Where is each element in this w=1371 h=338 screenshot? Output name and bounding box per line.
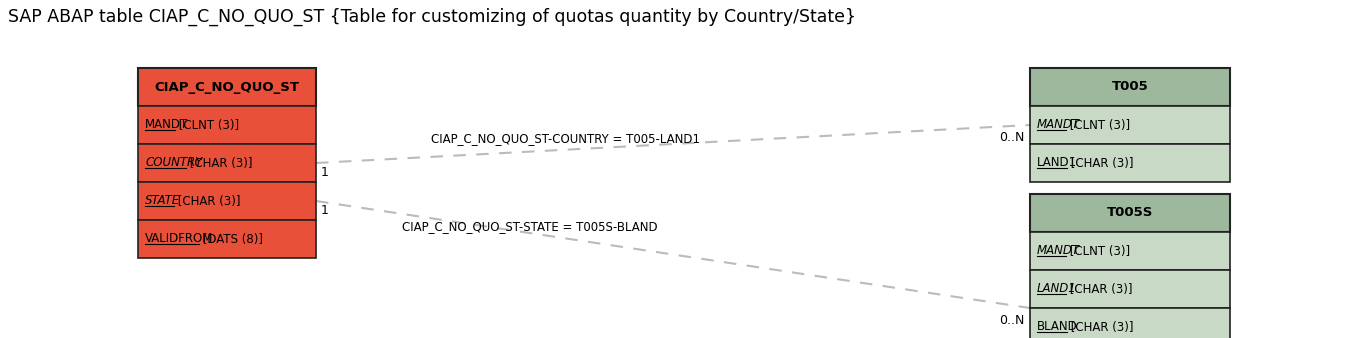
Text: [CHAR (3)]: [CHAR (3)] — [1067, 283, 1132, 295]
Bar — [138, 106, 315, 144]
Text: CIAP_C_NO_QUO_ST: CIAP_C_NO_QUO_ST — [155, 80, 299, 94]
Text: [DATS (8)]: [DATS (8)] — [199, 233, 263, 245]
Text: COUNTRY: COUNTRY — [145, 156, 203, 169]
Text: LAND1: LAND1 — [1036, 283, 1076, 295]
Text: 0..N: 0..N — [999, 131, 1026, 144]
Text: MANDT: MANDT — [145, 119, 188, 131]
Bar — [1030, 232, 1230, 270]
Text: 1: 1 — [321, 166, 329, 179]
Bar — [1030, 106, 1230, 144]
Text: LAND1: LAND1 — [1036, 156, 1078, 169]
Text: [CHAR (3)]: [CHAR (3)] — [1067, 320, 1134, 334]
Bar — [138, 144, 315, 182]
Text: VALIDFROM: VALIDFROM — [145, 233, 214, 245]
Bar — [1030, 144, 1230, 182]
Text: CIAP_C_NO_QUO_ST-STATE = T005S-BLAND: CIAP_C_NO_QUO_ST-STATE = T005S-BLAND — [402, 220, 658, 233]
Bar — [1030, 270, 1230, 308]
Bar — [138, 182, 315, 220]
Bar — [1030, 194, 1230, 232]
Text: [CLNT (3)]: [CLNT (3)] — [175, 119, 239, 131]
Bar — [1030, 308, 1230, 338]
Bar — [138, 68, 315, 106]
Text: 0..N: 0..N — [999, 314, 1026, 327]
Text: T005: T005 — [1112, 80, 1149, 94]
Text: T005S: T005S — [1106, 207, 1153, 219]
Text: [CLNT (3)]: [CLNT (3)] — [1067, 119, 1130, 131]
Bar — [1030, 68, 1230, 106]
Text: [CHAR (3)]: [CHAR (3)] — [185, 156, 252, 169]
Text: 1: 1 — [321, 204, 329, 217]
Text: STATE: STATE — [145, 194, 180, 208]
Text: MANDT: MANDT — [1036, 119, 1080, 131]
Text: SAP ABAP table CIAP_C_NO_QUO_ST {Table for customizing of quotas quantity by Cou: SAP ABAP table CIAP_C_NO_QUO_ST {Table f… — [8, 8, 856, 26]
Text: CIAP_C_NO_QUO_ST-COUNTRY = T005-LAND1: CIAP_C_NO_QUO_ST-COUNTRY = T005-LAND1 — [432, 132, 701, 145]
Bar — [138, 220, 315, 258]
Text: BLAND: BLAND — [1036, 320, 1078, 334]
Text: [CHAR (3)]: [CHAR (3)] — [174, 194, 240, 208]
Text: [CHAR (3)]: [CHAR (3)] — [1067, 156, 1134, 169]
Text: [CLNT (3)]: [CLNT (3)] — [1067, 244, 1130, 258]
Text: MANDT: MANDT — [1036, 244, 1080, 258]
